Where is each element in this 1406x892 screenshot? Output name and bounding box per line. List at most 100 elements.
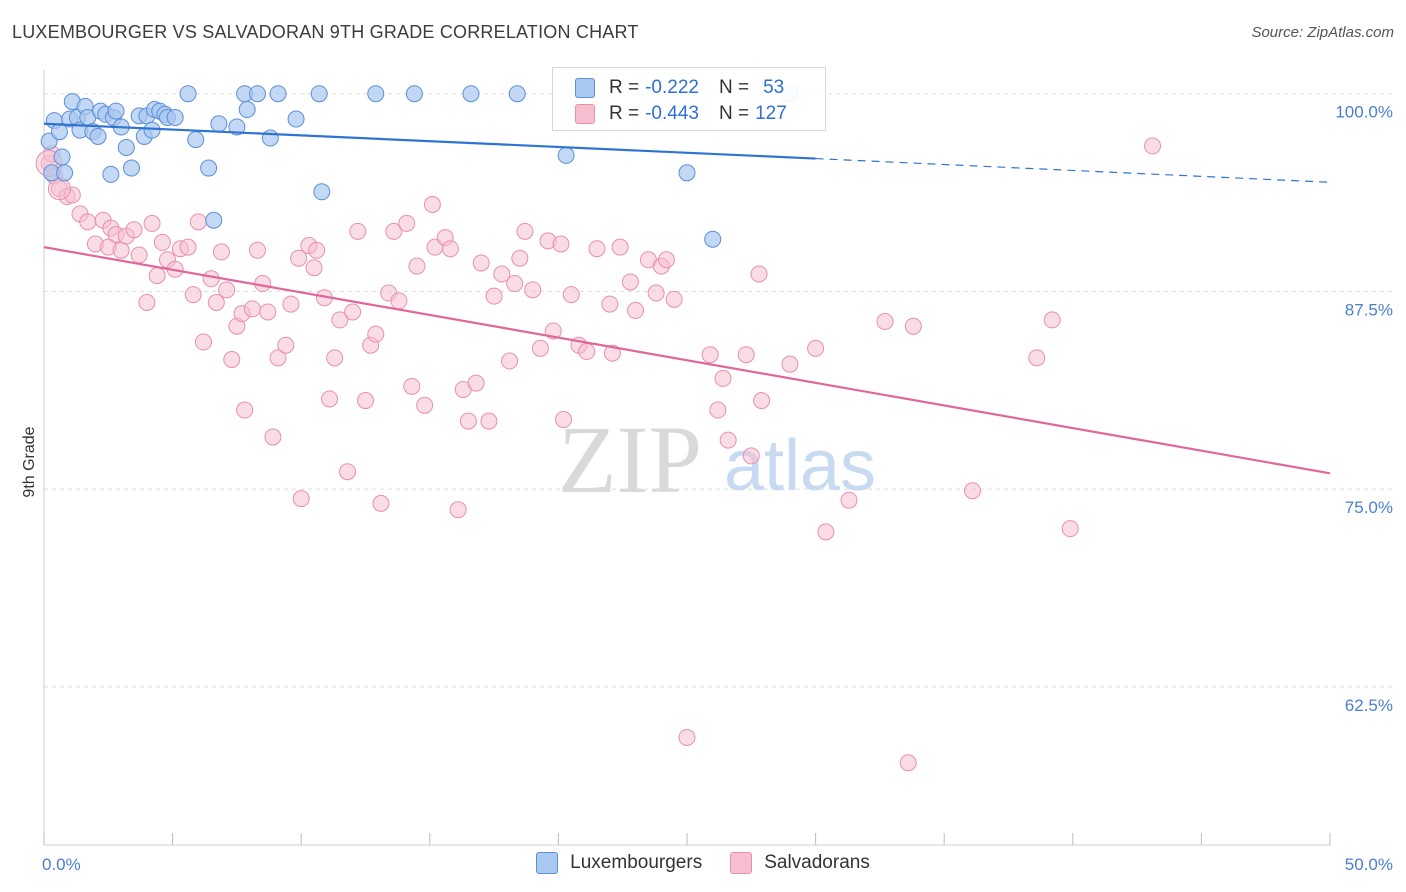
salvadoran-point (1028, 349, 1046, 367)
luxembourger-point (313, 183, 331, 201)
salvadoran-point (737, 346, 755, 364)
salvadoran-point (282, 295, 300, 313)
salvadoran-point (467, 374, 485, 392)
luxembourger-point (107, 102, 125, 120)
salvadoran-point (269, 349, 287, 367)
y-tick-label: 87.5% (1345, 300, 1393, 319)
salvadoran-point (367, 325, 385, 343)
salvadoran-point (207, 294, 225, 311)
salvadoran-point (714, 369, 732, 387)
salvadoran-point (79, 213, 97, 231)
luxembourger-point (238, 101, 256, 119)
salvadoran-point (807, 339, 825, 357)
salvadoran-point (236, 401, 254, 419)
salvadoran-point (665, 290, 683, 308)
y-tick-label: 62.5% (1345, 696, 1393, 715)
luxembourger-trend-extension (815, 157, 1331, 183)
salvadoran-point (290, 249, 308, 267)
luxembourger-point (166, 108, 184, 126)
salvadoran-point (511, 249, 529, 267)
salvadoran-point (555, 411, 573, 429)
salvadoran-point (277, 336, 295, 354)
salvadoran-point (719, 431, 737, 449)
salvadoran-point (138, 294, 156, 311)
salvadoran-point (423, 195, 441, 213)
legend-swatch-blue (536, 852, 559, 874)
x-tick-label: 50.0% (1345, 855, 1393, 874)
legend-swatch-blue (575, 78, 595, 98)
legend-row-luxembourgers: R = -0.222 N = 53 (575, 76, 784, 100)
salvadoran-point (709, 401, 727, 419)
salvadoran-point (963, 482, 981, 500)
legend-r-value: -0.443 (645, 103, 699, 124)
tick-labels: 100.0% 87.5% 75.0% 62.5% 0.0% 50.0% (42, 103, 1393, 874)
luxembourger-point (248, 85, 266, 103)
salvadoran-point (264, 428, 282, 446)
salvadoran-point (449, 501, 467, 519)
y-axis-label: 9th Grade (21, 426, 38, 497)
legend-item-luxembourgers: Luxembourgers (536, 852, 702, 874)
salvadoran-point (243, 300, 261, 318)
legend-r-label: R = (609, 77, 640, 98)
salvadoran-point (817, 523, 835, 541)
salvadoran-point (1043, 311, 1061, 329)
salvadoran-point (184, 286, 202, 304)
luxembourger-point (269, 85, 287, 103)
salvadoran-point (506, 275, 524, 293)
luxembourger-point (200, 159, 218, 177)
luxembourger-point (261, 129, 279, 147)
salvadoran-point (218, 281, 236, 299)
luxembourger-point (557, 146, 575, 164)
watermark: ZIP atlas (558, 406, 876, 513)
salvadoran-point (627, 301, 645, 319)
salvadoran-point (357, 392, 374, 410)
salvadoran-point (840, 491, 858, 509)
legend-n-value: 53 (763, 77, 785, 98)
luxembourger-trend-line (43, 122, 816, 160)
salvadoran-point (305, 259, 323, 277)
chart-title: LUXEMBOURGER VS SALVADORAN 9TH GRADE COR… (12, 22, 639, 42)
salvadoran-point (750, 265, 768, 283)
salvadoran-trend-line (43, 246, 1331, 475)
salvadoran-point (349, 222, 367, 240)
salvadoran-point (148, 267, 166, 285)
salvadoran-point (223, 350, 241, 368)
legend-swatch-pink (575, 104, 595, 124)
axes (43, 70, 1331, 846)
legend-n-label: N = (718, 77, 750, 98)
luxembourger-point (462, 85, 480, 103)
salvadoran-point (904, 317, 922, 335)
trend-lines (43, 122, 1331, 475)
source-credit: Source: ZipAtlas.com (1251, 24, 1394, 41)
salvadoran-point (578, 343, 596, 361)
salvadoran-point (292, 490, 310, 508)
legend-r-value: -0.222 (645, 77, 699, 98)
legend-n-value: 127 (755, 103, 787, 124)
salvadoran-point (753, 392, 771, 410)
salvadoran-point (338, 463, 356, 481)
salvadoran-point (493, 265, 511, 283)
salvadoran-point (562, 286, 580, 304)
luxembourger-point (228, 118, 246, 136)
salvadoran-point (678, 728, 696, 746)
salvadoran-point (501, 352, 519, 370)
salvadoran-point (408, 257, 426, 275)
luxembourger-point (405, 85, 423, 103)
salvadoran-point (701, 346, 719, 364)
luxembourger-point (704, 230, 722, 248)
stats-legend: R = -0.222 N = 53 R = -0.443 N = 127 (552, 67, 826, 131)
y-tick-label: 75.0% (1345, 498, 1393, 517)
watermark-zip: ZIP (558, 406, 702, 513)
salvadoran-point (480, 412, 498, 430)
salvadoran-point (202, 270, 220, 288)
luxembourger-point (56, 164, 74, 182)
salvadoran-point (601, 295, 619, 313)
salvadoran-point (552, 235, 570, 253)
luxembourger-point (367, 85, 385, 103)
series-legend: Luxembourgers Salvadorans (0, 852, 1406, 874)
luxembourger-point (508, 85, 526, 103)
salvadoran-points (35, 137, 1162, 772)
salvadoran-point (603, 344, 621, 362)
legend-r-label: R = (609, 103, 640, 124)
